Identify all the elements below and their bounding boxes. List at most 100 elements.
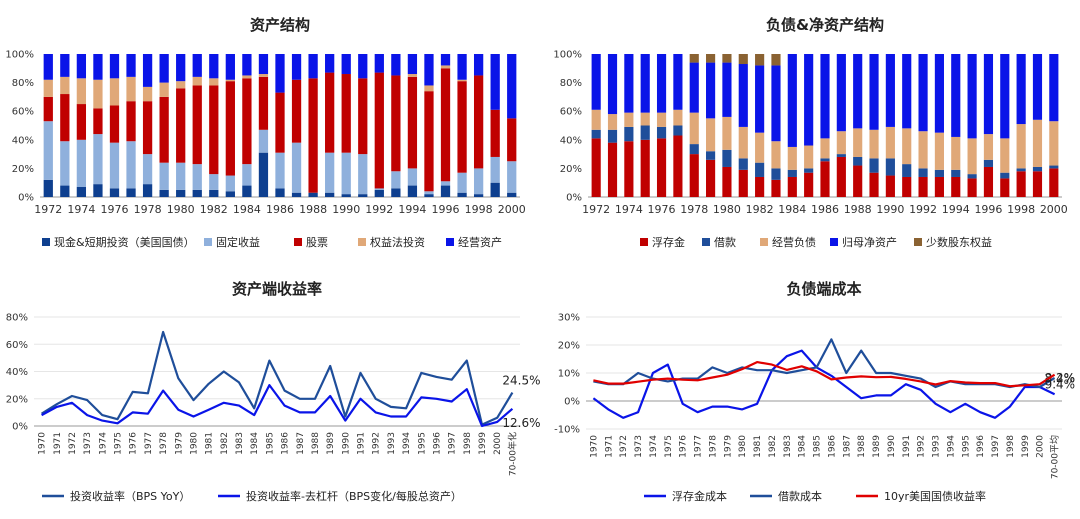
bar-segment [76, 78, 87, 105]
bar-segment [640, 139, 650, 197]
x-tick-label: 1971 [604, 435, 614, 458]
bar-segment [341, 194, 351, 197]
bar-segment [142, 86, 153, 102]
bar-segment [76, 139, 87, 187]
bar-segment [853, 128, 863, 157]
bar-segment [126, 101, 136, 142]
bar-segment [656, 54, 667, 113]
x-tick-label: 1987 [842, 435, 852, 458]
bar-segment [755, 132, 765, 163]
x-tick-label: 1988 [299, 203, 327, 216]
x-tick-label: 1974 [67, 203, 95, 216]
x-tick-label: 1982 [768, 435, 778, 458]
bar-segment [407, 54, 418, 75]
bar-segment [656, 138, 667, 197]
y-tick-label: 80% [6, 313, 28, 324]
bar-segment [358, 54, 368, 79]
x-tick-label: 1974 [98, 432, 108, 455]
bar-segment [159, 54, 169, 83]
bar-segment [159, 189, 169, 197]
bar-segment [673, 135, 683, 197]
x-tick-label: 1982 [746, 203, 774, 216]
bar-segment [490, 109, 500, 157]
x-tick-label: 1980 [167, 203, 195, 216]
x-tick-label: 1987 [296, 432, 306, 455]
legend-swatch [914, 238, 922, 246]
bar-segment [93, 184, 103, 197]
x-tick-label: 1988 [857, 435, 867, 458]
bar-segment [308, 54, 318, 79]
bar-segment [1016, 171, 1026, 197]
bar-segment [424, 194, 434, 197]
bar-segment [607, 142, 618, 197]
legend-label: 浮存金成本 [672, 489, 727, 503]
bar-segment [291, 79, 302, 143]
x-tick-label: 1977 [694, 435, 704, 458]
bar-segment [209, 189, 219, 197]
bar-segment [1032, 54, 1043, 120]
bar-segment [225, 175, 235, 192]
bar-segment [1016, 54, 1026, 125]
x-tick-label: 1974 [615, 203, 643, 216]
x-tick-label: 1976 [100, 203, 128, 216]
bar-segment [689, 154, 699, 197]
bar-segment [325, 72, 335, 153]
bar-segment [591, 54, 601, 110]
bar-segment [291, 192, 302, 197]
bar-segment [258, 74, 269, 77]
bar-segment [738, 54, 748, 65]
bar-segment [755, 162, 765, 177]
x-tick-label: 70-00年化 [506, 432, 518, 476]
bar-segment [159, 82, 169, 97]
legend-swatch [204, 238, 212, 246]
end-data-label: 8.2% [1045, 371, 1076, 385]
bar-segment [706, 159, 716, 197]
x-tick-label: 1994 [402, 432, 412, 455]
x-tick-label: 1976 [648, 203, 676, 216]
bar-segment [771, 168, 781, 180]
bar-segment [341, 152, 351, 195]
bar-segment [902, 176, 912, 197]
bar-segment [440, 65, 451, 69]
x-tick-label: 1983 [235, 432, 245, 455]
legend-label: 借款成本 [778, 489, 822, 503]
y-tick-label: 0% [12, 422, 28, 433]
x-tick-label: 1980 [713, 203, 741, 216]
bar-segment [853, 156, 863, 166]
x-tick-label: 1978 [708, 435, 718, 458]
bar-segment [673, 125, 683, 136]
x-tick-label: 70-00平均 [1049, 435, 1061, 479]
asset-return-chart: 资产端收益率 0% 20% 40% 60% 80% 1970 1971 1972 1973 1974… [6, 280, 540, 503]
bar-segment [624, 141, 634, 197]
bar-segment [275, 54, 285, 93]
bar-segment [1000, 138, 1010, 173]
bar-segment [967, 178, 977, 197]
legend-swatch [294, 238, 302, 246]
bar-segment [591, 109, 601, 130]
bar-segment [918, 54, 928, 132]
bar-segment [689, 144, 699, 155]
bar-segment [424, 85, 434, 92]
x-tick-label: 1980 [738, 435, 748, 458]
x-tick-label: 1976 [679, 435, 689, 458]
x-tick-label: 1972 [68, 432, 78, 455]
x-tick-label: 1998 [1007, 203, 1035, 216]
bar-segment [804, 168, 814, 173]
bar-segment [209, 85, 219, 175]
y-tick-label: 40% [6, 367, 28, 378]
x-tick-label: 1996 [974, 203, 1002, 216]
bar-segment [159, 96, 169, 163]
bar-segment [275, 188, 285, 197]
x-tick-label: 2000 [1040, 203, 1068, 216]
y-tick-label: 100% [5, 50, 34, 61]
x-tick-label: 1993 [387, 432, 397, 455]
x-tick-label: 1990 [887, 435, 897, 458]
bar-segment [869, 129, 879, 159]
legend-label: 少数股东权益 [926, 235, 992, 249]
bar-segment [934, 132, 944, 170]
x-tick-label: 1982 [220, 432, 230, 455]
x-tick-label: 1994 [398, 203, 426, 216]
x-tick-label: 1986 [811, 203, 839, 216]
bar-segment [142, 154, 153, 185]
bar-segment [391, 75, 401, 172]
